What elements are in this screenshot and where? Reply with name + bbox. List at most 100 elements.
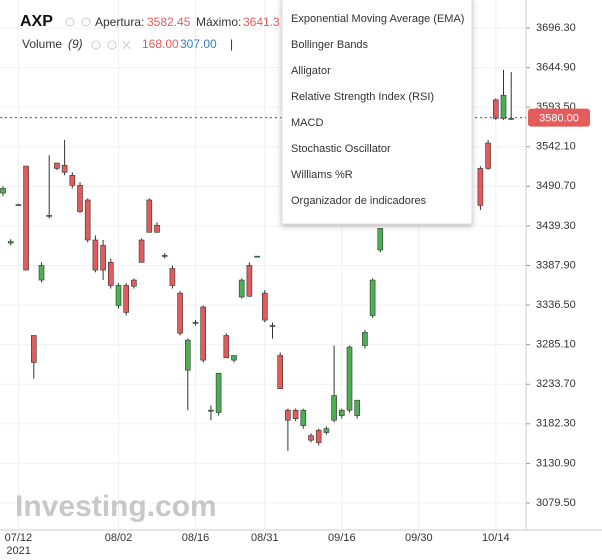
- y-tick-label: 3542.10: [536, 141, 576, 153]
- menu-panel: [281, 0, 473, 225]
- x-tick-label: 07/12: [5, 532, 33, 544]
- y-tick-label: 3490.70: [536, 180, 576, 192]
- menu-item[interactable]: Relative Strength Index (RSI): [291, 91, 434, 103]
- indicator-menu: Exponential Moving Average (EMA) Bollinge…: [281, 0, 473, 225]
- menu-item[interactable]: Bollinger Bands: [291, 39, 369, 51]
- open-label: Apertura:: [95, 15, 144, 29]
- candle-body: [138, 239, 145, 263]
- x-tick-label: 10/14: [482, 532, 510, 544]
- candle-body: [315, 429, 322, 443]
- high-label: Máximo:: [196, 15, 241, 29]
- y-tick-label: 3285.10: [536, 339, 576, 351]
- candle-body: [38, 265, 45, 281]
- candle-body: [54, 162, 60, 169]
- candle-body: [331, 395, 337, 421]
- y-tick-label: 3079.50: [536, 497, 576, 509]
- candle-body: [15, 204, 22, 206]
- menu-item[interactable]: Alligator: [291, 65, 331, 77]
- candle-body: [246, 265, 253, 297]
- x-tick-label: 09/30: [405, 532, 433, 544]
- menu-item[interactable]: MACD: [291, 117, 323, 129]
- watermark: Investing.com: [15, 490, 217, 523]
- candle-body: [123, 285, 129, 313]
- symbol[interactable]: AXP: [20, 13, 53, 30]
- candle-body: [131, 279, 137, 287]
- candle-body: [185, 339, 191, 371]
- candle-body: [323, 428, 330, 433]
- volume-value: 168.00: [142, 37, 179, 51]
- candle-body: [292, 409, 299, 419]
- candle-body: [477, 168, 484, 206]
- candle-body: [300, 409, 307, 426]
- x-tick-label: 08/31: [251, 532, 279, 544]
- candle-body: [23, 165, 29, 271]
- candle-body: [77, 185, 83, 212]
- menu-item[interactable]: Stochastic Oscillator: [291, 143, 391, 155]
- menu-item[interactable]: Exponential Moving Average (EMA): [291, 13, 464, 25]
- candle-body: [161, 255, 168, 257]
- candle-body: [238, 279, 245, 298]
- candle-body: [269, 325, 276, 327]
- candle-body: [308, 435, 314, 441]
- candle-body: [200, 306, 206, 361]
- candle-body: [208, 409, 214, 412]
- candle-body: [500, 94, 507, 119]
- candle-body: [362, 332, 368, 346]
- y-tick-label: 3130.90: [536, 457, 576, 469]
- candle-body: [223, 335, 230, 359]
- candle-body: [69, 175, 76, 186]
- y-tick-label: 3439.30: [536, 220, 576, 232]
- y-tick-label: 3696.30: [536, 22, 576, 34]
- last-price-badge: [528, 108, 590, 127]
- candle-body: [492, 99, 499, 119]
- candle-body: [92, 239, 99, 271]
- candle-body: [61, 165, 68, 173]
- separator: |: [230, 37, 233, 51]
- candle-body: [154, 225, 160, 233]
- settings-icon[interactable]: [107, 40, 117, 50]
- candle-body: [254, 255, 260, 258]
- last-price-label: 3580.00: [539, 112, 579, 124]
- candle-body: [508, 118, 515, 120]
- close-icon[interactable]: [122, 40, 131, 50]
- candle-body: [0, 188, 6, 194]
- candle-body: [115, 285, 122, 306]
- candle-body: [108, 262, 114, 286]
- candle-body: [377, 228, 384, 251]
- y-tick-label: 3644.90: [536, 62, 576, 74]
- x-tick-label: 08/02: [105, 532, 133, 544]
- candle-body: [369, 279, 376, 316]
- header: AXP Apertura: 3582.45 Máximo: 3641.3 Vol…: [20, 13, 280, 51]
- candle-body: [285, 409, 291, 421]
- candle-body: [192, 322, 199, 324]
- candle-body: [100, 245, 106, 271]
- candle-body: [231, 355, 237, 361]
- candle-body: [346, 346, 353, 411]
- candle-body: [261, 292, 268, 321]
- settings-icon[interactable]: [81, 17, 91, 27]
- candle-body: [485, 142, 491, 169]
- menu-item[interactable]: Organizador de indicadores: [291, 195, 427, 207]
- candle-body: [46, 215, 53, 217]
- x-tick-label: 09/16: [328, 532, 356, 544]
- candle-body: [7, 241, 14, 244]
- x-tick-label: 08/16: [182, 532, 210, 544]
- eye-icon[interactable]: [65, 17, 75, 27]
- open-value: 3582.45: [147, 15, 191, 29]
- candle-body: [30, 335, 37, 363]
- candle-body: [215, 372, 222, 413]
- candle-body: [177, 292, 183, 334]
- eye-icon[interactable]: [91, 40, 101, 50]
- volume-average: 307.00: [180, 37, 217, 51]
- y-tick-label: 3182.30: [536, 418, 576, 430]
- volume-label: Volume: [22, 37, 62, 51]
- candle-body: [277, 355, 284, 389]
- y-tick-label: 3233.70: [536, 378, 576, 390]
- candle-body: [354, 399, 361, 416]
- candle-body: [169, 268, 176, 286]
- y-tick-label: 3387.90: [536, 259, 576, 271]
- candle-body: [338, 409, 345, 416]
- volume-period: (9): [68, 37, 83, 51]
- menu-item[interactable]: Williams %R: [291, 169, 353, 181]
